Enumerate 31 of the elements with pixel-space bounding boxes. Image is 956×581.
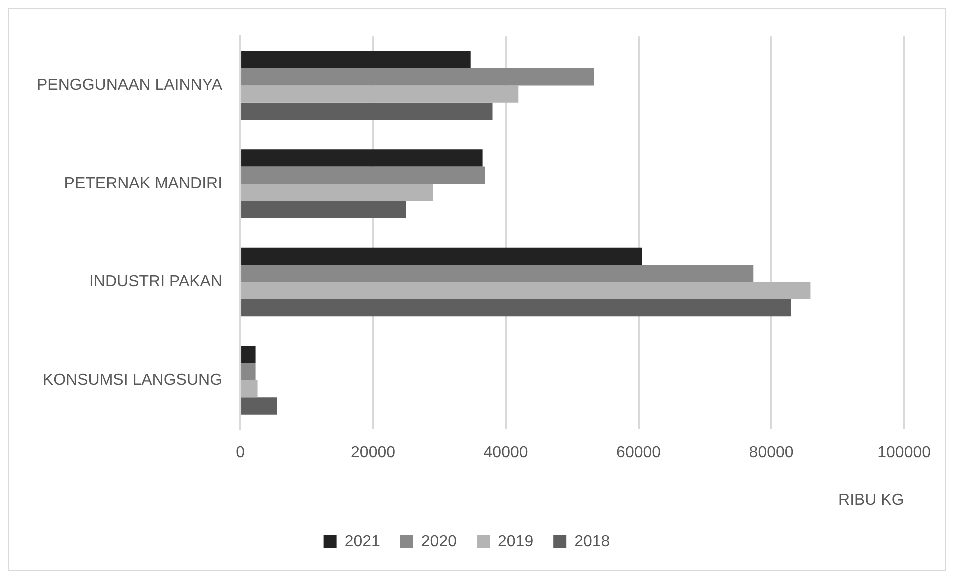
x-tick-label: 0 [236,444,246,462]
bar [242,380,258,398]
legend-label: 2020 [421,533,458,550]
bar [242,248,642,266]
bar [242,51,471,69]
bar [242,299,792,317]
x-tick-label: 20000 [351,444,396,462]
bar [242,102,493,120]
bar [242,265,754,282]
bar [242,184,434,202]
bar [242,86,519,103]
legend-label: 2021 [344,533,381,550]
bar [242,150,483,167]
y-tick-label: PENGGUNAAN LAINNYA [36,77,223,94]
x-tick-label: 60000 [616,444,662,462]
x-tick-label: 100000 [878,444,932,462]
bar [242,282,811,300]
bar [242,201,406,218]
legend-label: 2018 [574,533,610,550]
bar [242,68,594,86]
bar [242,398,278,415]
legend-label: 2019 [498,533,534,550]
bar [242,363,256,380]
y-tick-label: PETERNAK MANDIRI [64,175,223,192]
bar [242,166,486,184]
x-tick-label: 40000 [484,444,528,462]
bar [242,346,256,364]
x-axis-title: RIBU KG [838,492,904,509]
y-tick-label: INDUSTRI PAKAN [89,274,223,291]
y-tick-label: KONSUMSI LANGSUNG [42,372,223,389]
x-tick-label: 80000 [749,444,794,462]
